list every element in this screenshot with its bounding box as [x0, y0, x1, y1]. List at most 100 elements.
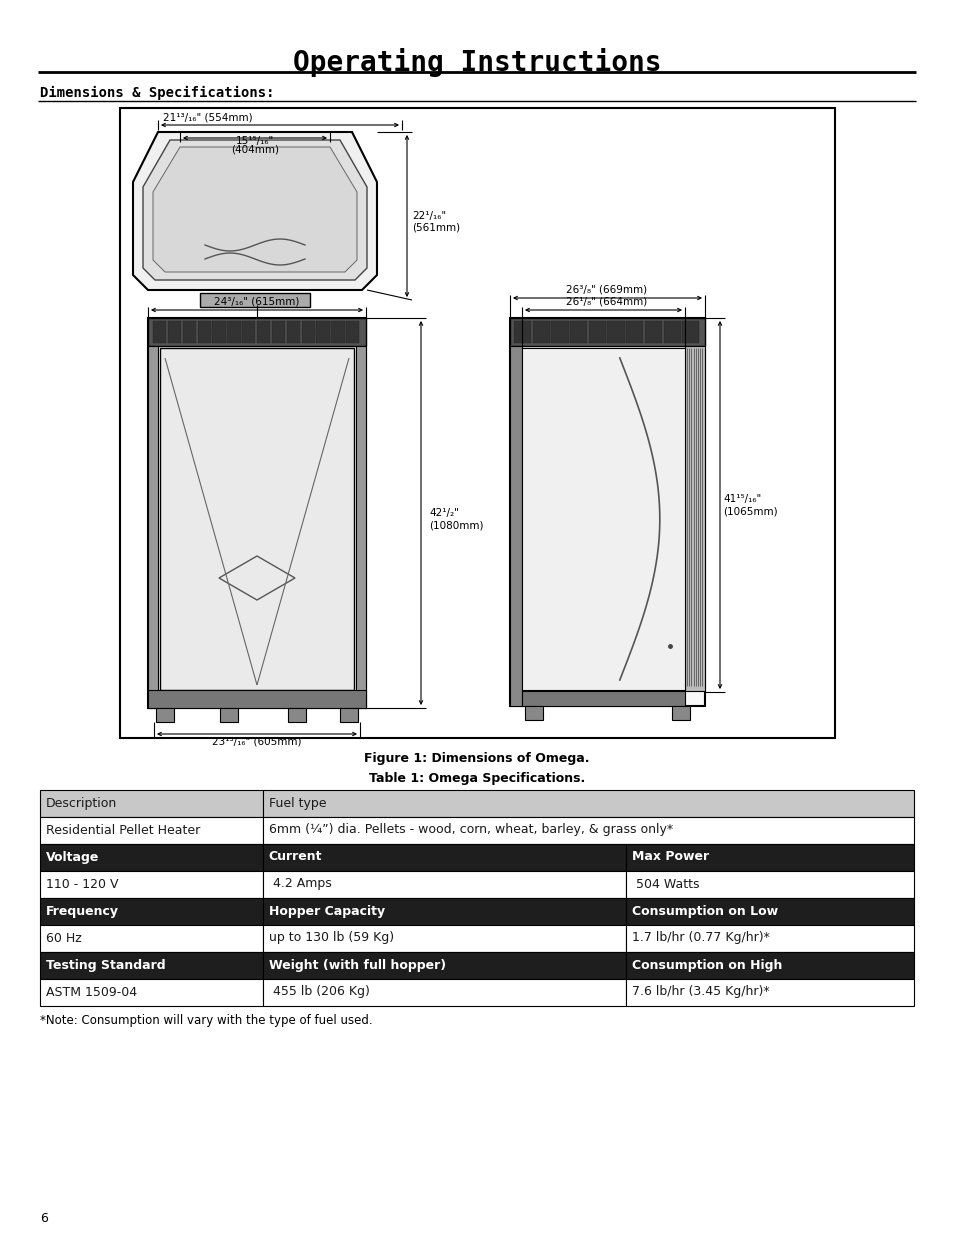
Bar — [346, 321, 359, 343]
Bar — [263, 790, 913, 818]
Text: 41¹⁵/₁₆": 41¹⁵/₁₆" — [722, 494, 760, 504]
Text: 26³/₈" (669mm): 26³/₈" (669mm) — [566, 285, 647, 295]
Bar — [40, 925, 263, 952]
Bar — [120, 107, 834, 739]
Bar — [263, 952, 625, 979]
Text: Description: Description — [46, 797, 117, 809]
Bar — [263, 925, 625, 952]
Bar — [263, 871, 625, 898]
Bar — [40, 871, 263, 898]
Text: Weight (with full hopper): Weight (with full hopper) — [269, 958, 445, 972]
Text: (561mm): (561mm) — [412, 224, 459, 233]
Bar — [625, 844, 913, 871]
Text: 42¹/₂": 42¹/₂" — [429, 508, 458, 517]
Bar — [681, 321, 699, 343]
Bar — [220, 708, 237, 722]
Bar — [40, 952, 263, 979]
Text: Hopper Capacity: Hopper Capacity — [269, 904, 385, 918]
Text: 4.2 Amps: 4.2 Amps — [269, 878, 332, 890]
Bar — [607, 321, 624, 343]
Bar — [625, 952, 913, 979]
Text: Figure 1: Dimensions of Omega.: Figure 1: Dimensions of Omega. — [364, 752, 589, 764]
Text: 22¹/₁₆": 22¹/₁₆" — [412, 211, 446, 221]
Bar — [263, 898, 625, 925]
Bar — [524, 706, 542, 720]
Bar — [625, 898, 913, 925]
Text: *Note: Consumption will vary with the type of fuel used.: *Note: Consumption will vary with the ty… — [40, 1014, 373, 1028]
Text: 455 lb (206 Kg): 455 lb (206 Kg) — [269, 986, 370, 999]
Bar — [213, 321, 226, 343]
Bar — [663, 321, 680, 343]
Bar — [521, 348, 684, 690]
Text: Dimensions & Specifications:: Dimensions & Specifications: — [40, 86, 274, 100]
Text: 21¹³/₁₆" (554mm): 21¹³/₁₆" (554mm) — [163, 112, 253, 122]
Bar — [40, 818, 263, 844]
Text: Frequency: Frequency — [46, 904, 119, 918]
Bar — [272, 321, 285, 343]
Text: Consumption on High: Consumption on High — [631, 958, 781, 972]
Bar — [156, 708, 173, 722]
Text: 504 Watts: 504 Watts — [631, 878, 699, 890]
Text: 24³/₁₆" (615mm): 24³/₁₆" (615mm) — [214, 296, 299, 308]
Bar — [671, 706, 689, 720]
Bar — [160, 348, 354, 690]
Bar — [242, 321, 255, 343]
Bar — [625, 871, 913, 898]
Bar — [510, 317, 704, 346]
Text: 1.7 lb/hr (0.77 Kg/hr)*: 1.7 lb/hr (0.77 Kg/hr)* — [631, 931, 769, 945]
Bar — [40, 844, 263, 871]
Text: 26¹/₈" (664mm): 26¹/₈" (664mm) — [566, 296, 647, 308]
Text: Operating Instructions: Operating Instructions — [293, 48, 660, 77]
Text: Current: Current — [269, 851, 322, 863]
Bar — [197, 321, 211, 343]
Bar — [263, 844, 625, 871]
Bar — [40, 790, 263, 818]
Bar — [152, 321, 166, 343]
Bar — [510, 346, 521, 706]
Text: Testing Standard: Testing Standard — [46, 958, 166, 972]
Bar — [625, 321, 642, 343]
Bar — [510, 317, 704, 706]
Text: 15¹⁵/₁₆": 15¹⁵/₁₆" — [235, 136, 274, 146]
Bar — [331, 321, 344, 343]
Bar — [588, 321, 605, 343]
Bar — [514, 321, 531, 343]
Polygon shape — [152, 147, 356, 272]
Bar — [625, 979, 913, 1007]
Polygon shape — [132, 132, 376, 290]
Bar — [263, 979, 625, 1007]
Bar — [40, 898, 263, 925]
Bar — [301, 321, 314, 343]
Bar — [183, 321, 196, 343]
Bar — [40, 979, 263, 1007]
Bar — [532, 321, 549, 343]
Text: (1080mm): (1080mm) — [429, 520, 483, 530]
Text: (1065mm): (1065mm) — [722, 506, 777, 516]
Bar — [256, 321, 270, 343]
Bar — [200, 293, 310, 308]
Bar — [148, 346, 158, 708]
Text: Consumption on Low: Consumption on Low — [631, 904, 777, 918]
Text: (404mm): (404mm) — [231, 144, 278, 156]
Bar — [227, 321, 240, 343]
Text: 6: 6 — [40, 1212, 48, 1225]
Bar — [684, 346, 704, 692]
Polygon shape — [143, 140, 367, 280]
Text: up to 130 lb (59 Kg): up to 130 lb (59 Kg) — [269, 931, 394, 945]
Text: ASTM 1509-04: ASTM 1509-04 — [46, 986, 137, 999]
Bar — [148, 317, 366, 346]
Text: Voltage: Voltage — [46, 851, 99, 863]
Text: 7.6 lb/hr (3.45 Kg/hr)*: 7.6 lb/hr (3.45 Kg/hr)* — [631, 986, 768, 999]
Text: Max Power: Max Power — [631, 851, 708, 863]
Bar — [148, 690, 366, 708]
Bar — [287, 321, 300, 343]
Bar — [521, 692, 684, 706]
Bar — [263, 818, 913, 844]
Bar — [551, 321, 568, 343]
Text: Table 1: Omega Specifications.: Table 1: Omega Specifications. — [369, 772, 584, 785]
Text: 23¹³/₁₆" (605mm): 23¹³/₁₆" (605mm) — [212, 737, 301, 747]
Bar — [288, 708, 306, 722]
Bar — [168, 321, 181, 343]
Bar — [355, 346, 366, 708]
Bar — [570, 321, 587, 343]
